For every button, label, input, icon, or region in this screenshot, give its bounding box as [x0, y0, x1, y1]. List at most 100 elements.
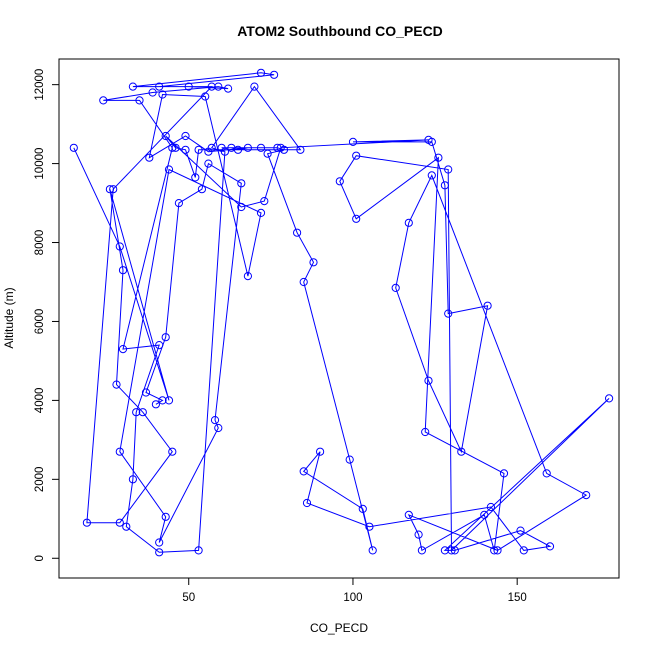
- data-point: [542, 469, 551, 478]
- data-point: [391, 283, 400, 292]
- data-point: [368, 546, 377, 555]
- data-point: [316, 447, 325, 456]
- data-point: [345, 455, 354, 464]
- data-point: [145, 153, 154, 162]
- data-point: [335, 177, 344, 186]
- data-point: [237, 179, 246, 188]
- data-point: [256, 68, 266, 77]
- data-point: [224, 84, 233, 93]
- data-point: [490, 546, 499, 555]
- y-tick-label: 0: [34, 555, 46, 561]
- chart-title: ATOM2 Southbound CO_PECD: [237, 23, 443, 39]
- data-point: [260, 197, 269, 206]
- data-point: [161, 333, 170, 342]
- data-point: [141, 388, 151, 397]
- data-point: [115, 518, 124, 527]
- data-point: [352, 151, 361, 160]
- data-point: [135, 96, 144, 105]
- data-point: [302, 498, 312, 508]
- y-tick-label: 8000: [34, 230, 46, 256]
- data-point: [161, 512, 170, 521]
- data-point: [164, 165, 174, 174]
- data-point: [191, 173, 200, 182]
- data-point: [168, 143, 177, 152]
- data-point: [115, 447, 124, 456]
- data-point: [273, 143, 282, 152]
- data-point: [105, 185, 115, 194]
- data-point: [424, 376, 433, 385]
- data-point: [256, 143, 266, 152]
- data-point: [270, 70, 279, 79]
- data-point: [201, 92, 210, 101]
- data-point: [348, 137, 358, 146]
- data-point: [171, 143, 180, 152]
- data-point: [161, 131, 170, 141]
- data-point: [109, 185, 118, 194]
- data-point: [440, 181, 449, 190]
- data-point: [582, 491, 591, 500]
- data-point: [256, 208, 266, 217]
- x-tick-label: 100: [343, 592, 362, 604]
- data-point: [174, 199, 183, 208]
- data-point: [352, 214, 361, 223]
- data-point: [194, 145, 203, 154]
- data-point: [233, 145, 243, 154]
- data-point: [440, 546, 449, 555]
- data-point: [296, 145, 305, 154]
- data-point: [417, 546, 426, 555]
- y-tick-label: 4000: [34, 388, 46, 414]
- data-point: [158, 396, 167, 405]
- data-point: [499, 469, 509, 478]
- data-point: [99, 96, 108, 105]
- data-point: [214, 82, 223, 91]
- x-axis-label: CO_PECD: [310, 621, 368, 635]
- data-point: [493, 546, 502, 555]
- data-point: [358, 504, 367, 513]
- data-point: [486, 502, 495, 512]
- data-point: [184, 82, 193, 91]
- data-point: [427, 171, 436, 180]
- data-point: [181, 145, 190, 154]
- data-point: [204, 147, 213, 156]
- data-point: [155, 538, 164, 547]
- data-point: [155, 82, 164, 91]
- data-point: [250, 82, 259, 91]
- data-point: [243, 143, 252, 152]
- data-point: [605, 394, 614, 403]
- data-point: [427, 137, 436, 146]
- data-point: [421, 427, 430, 437]
- data-point: [210, 416, 220, 425]
- data-point: [217, 143, 226, 152]
- y-axis-label: Altitude (m): [2, 287, 16, 348]
- x-tick-label: 50: [182, 592, 195, 604]
- y-tick-label: 6000: [34, 309, 46, 335]
- data-point: [457, 447, 466, 456]
- data-point: [447, 546, 456, 555]
- data-point: [151, 400, 160, 409]
- data-point: [197, 185, 206, 194]
- data-point: [112, 380, 121, 389]
- data-point: [450, 546, 459, 555]
- data-point: [299, 467, 308, 476]
- data-point: [155, 548, 164, 557]
- data-point: [414, 530, 423, 539]
- data-point: [293, 228, 302, 237]
- data-point: [299, 277, 308, 287]
- data-point: [138, 408, 147, 417]
- data-point: [404, 218, 413, 227]
- x-tick-label: 150: [508, 592, 527, 604]
- data-point: [243, 272, 252, 281]
- data-point: [237, 202, 246, 212]
- data-point: [204, 159, 213, 168]
- y-tick-label: 12000: [34, 69, 46, 101]
- data-point: [434, 153, 443, 162]
- data-point: [122, 522, 131, 531]
- data-point: [118, 345, 128, 354]
- data-point: [155, 341, 164, 350]
- data-point: [148, 88, 157, 97]
- data-point: [480, 510, 489, 520]
- data-point: [207, 82, 216, 91]
- data-point: [516, 526, 525, 535]
- data-point: [519, 546, 528, 555]
